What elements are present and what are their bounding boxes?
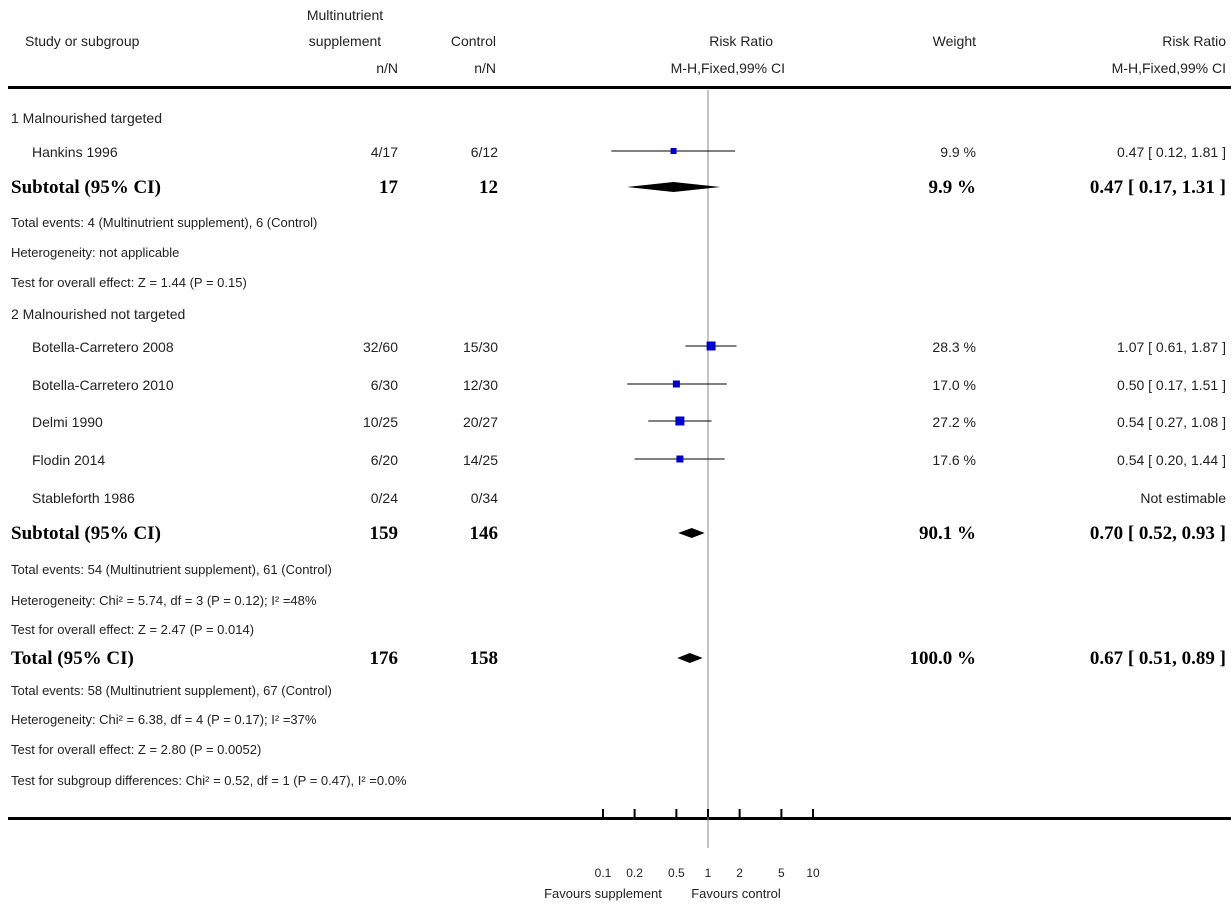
- subtotal-treat: 17: [379, 177, 398, 198]
- subtotal-treat: 159: [369, 523, 399, 544]
- note-line: Total events: 58 (Multinutrient suppleme…: [11, 683, 332, 698]
- ci-header: Risk Ratio: [1162, 33, 1226, 49]
- control-subheader: n/N: [474, 60, 496, 76]
- study-weight: 17.6 %: [932, 452, 976, 468]
- study-ci: 0.54 [ 0.20, 1.44 ]: [1117, 452, 1226, 468]
- study-treat: 4/17: [370, 144, 398, 160]
- study-ci: 1.07 [ 0.61, 1.87 ]: [1117, 339, 1226, 355]
- footer-rule: [8, 817, 1231, 820]
- axis-tick-label: 10: [806, 866, 820, 880]
- study-marker: [676, 455, 684, 463]
- note-line: Total events: 54 (Multinutrient suppleme…: [11, 562, 332, 577]
- study-ci: Not estimable: [1140, 490, 1226, 506]
- study-weight: 28.3 %: [932, 339, 976, 355]
- study-marker: [670, 148, 677, 154]
- subtotal-ci: 0.70 [ 0.52, 0.93 ]: [1089, 523, 1226, 544]
- study-weight: 27.2 %: [932, 414, 976, 430]
- study-weight: 9.9 %: [940, 144, 976, 160]
- total-control: 158: [469, 648, 499, 669]
- study-treat: 10/25: [362, 414, 398, 430]
- study-control: 14/25: [462, 452, 498, 468]
- note-line: Heterogeneity: Chi² = 6.38, df = 4 (P = …: [11, 712, 317, 727]
- effect-header: Risk Ratio: [709, 33, 773, 49]
- study-name: Delmi 1990: [32, 414, 103, 430]
- study-ci: 0.50 [ 0.17, 1.51 ]: [1117, 377, 1226, 393]
- study-marker: [672, 380, 680, 388]
- group-label: 2 Malnourished not targeted: [11, 306, 186, 322]
- study-treat: 6/30: [370, 377, 398, 393]
- study-control: 15/30: [462, 339, 498, 355]
- total-label: Total (95% CI): [11, 648, 134, 669]
- total-treat: 176: [369, 648, 399, 669]
- axis-tick-label: 0.1: [595, 866, 612, 880]
- group-label: 1 Malnourished targeted: [11, 110, 162, 126]
- effect-subheader: M-H,Fixed,99% CI: [670, 60, 785, 76]
- note-line: Heterogeneity: Chi² = 5.74, df = 3 (P = …: [11, 593, 317, 608]
- treat-header-line2: supplement: [308, 33, 382, 49]
- axis-tick-label: 1: [705, 866, 712, 880]
- weight-header: Weight: [932, 33, 976, 49]
- note-line: Test for subgroup differences: Chi² = 0.…: [11, 773, 407, 788]
- axis-tick-label: 0.5: [668, 866, 685, 880]
- axis-tick-label: 5: [778, 866, 785, 880]
- study-marker: [675, 416, 685, 426]
- study-name: Hankins 1996: [32, 144, 118, 160]
- summary-diamond: [627, 182, 721, 192]
- study-name: Botella-Carretero 2010: [32, 377, 174, 393]
- subtotal-weight: 90.1 %: [919, 523, 976, 544]
- study-name: Stableforth 1986: [32, 490, 135, 506]
- subtotal-label: Subtotal (95% CI): [11, 523, 161, 544]
- subtotal-weight: 9.9 %: [928, 177, 977, 198]
- note-line: Test for overall effect: Z = 2.47 (P = 0…: [11, 622, 255, 637]
- summary-diamond: [678, 528, 705, 538]
- subtotal-label: Subtotal (95% CI): [11, 177, 161, 198]
- study-name: Flodin 2014: [32, 452, 106, 468]
- axis-tick-label: 0.2: [626, 866, 643, 880]
- study-ci: 0.47 [ 0.12, 1.81 ]: [1117, 144, 1226, 160]
- study-ci: 0.54 [ 0.27, 1.08 ]: [1117, 414, 1226, 430]
- subtotal-ci: 0.47 [ 0.17, 1.31 ]: [1089, 177, 1226, 198]
- subtotal-control: 12: [479, 177, 498, 198]
- study-weight: 17.0 %: [932, 377, 976, 393]
- favours-left-label: Favours supplement: [544, 886, 662, 901]
- note-line: Test for overall effect: Z = 2.80 (P = 0…: [11, 742, 262, 757]
- study-header: Study or subgroup: [25, 33, 140, 49]
- study-control: 20/27: [462, 414, 498, 430]
- study-treat: 32/60: [362, 339, 398, 355]
- total-ci: 0.67 [ 0.51, 0.89 ]: [1089, 648, 1226, 669]
- note-line: Heterogeneity: not applicable: [11, 245, 180, 260]
- axis-tick-label: 2: [736, 866, 743, 880]
- control-header: Control: [450, 33, 496, 49]
- study-marker: [706, 341, 716, 351]
- summary-diamond: [677, 653, 703, 663]
- total-weight: 100.0 %: [909, 648, 977, 669]
- note-line: Total events: 4 (Multinutrient supplemen…: [11, 215, 318, 230]
- study-control: 0/34: [470, 490, 498, 506]
- subtotal-control: 146: [469, 523, 499, 544]
- study-control: 12/30: [462, 377, 498, 393]
- ci-subheader: M-H,Fixed,99% CI: [1111, 60, 1226, 76]
- header-rule: [8, 86, 1231, 89]
- treat-subheader: n/N: [376, 60, 398, 76]
- study-control: 6/12: [470, 144, 498, 160]
- study-name: Botella-Carretero 2008: [32, 339, 174, 355]
- note-line: Test for overall effect: Z = 1.44 (P = 0…: [11, 275, 247, 290]
- study-treat: 0/24: [370, 490, 398, 506]
- treat-header-line1: Multinutrient: [306, 7, 384, 23]
- favours-right-label: Favours control: [691, 886, 781, 901]
- study-treat: 6/20: [370, 452, 398, 468]
